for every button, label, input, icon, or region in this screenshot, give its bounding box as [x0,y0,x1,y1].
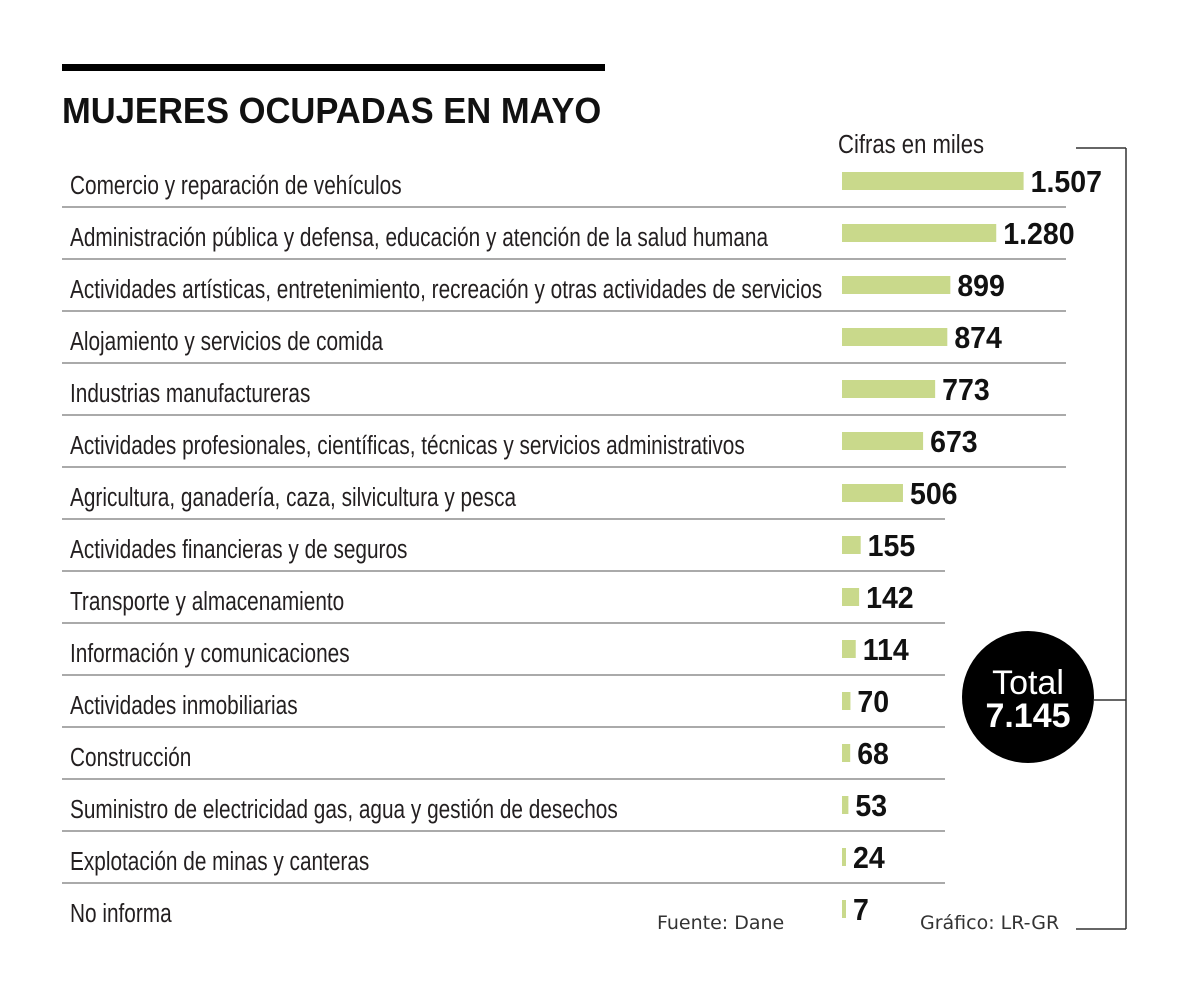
total-value: 7.145 [985,697,1070,735]
value-label: 506 [910,477,958,511]
value-label: 773 [942,373,990,407]
value-label: 874 [954,321,1002,355]
category-label: Información y comunicaciones [70,639,350,668]
category-label: Actividades inmobiliarias [70,691,298,720]
category-label: Actividades artísticas, entretenimiento,… [70,275,822,304]
total-badge: Total 7.145 [962,631,1094,763]
category-label: Industrias manufactureras [70,379,310,408]
value-label: 1.507 [1031,165,1102,199]
category-label: No informa [70,899,172,928]
total-label: Total [992,664,1064,702]
bar-row: Construcción 68 [62,737,945,780]
value-label: 899 [957,269,1005,303]
bar-row: Industrias manufactureras 773 [62,373,1066,416]
chart-title: MUJERES OCUPADAS EN MAYO [62,91,601,131]
bar-row: Transporte y almacenamiento 142 [62,581,945,624]
bar-row: Información y comunicaciones 114 [62,633,945,676]
category-label: Actividades financieras y de seguros [70,535,407,564]
value-label: 1.280 [1003,217,1074,251]
bar [842,692,851,710]
bar-row: Comercio y reparación de vehículos 1.507 [62,165,1102,208]
source-note: Fuente: Dane [657,912,784,934]
bar-row: Suministro de electricidad gas, agua y g… [62,789,945,832]
bar-row: Explotación de minas y canteras 24 [62,841,945,884]
category-label: Transporte y almacenamiento [70,587,344,616]
bar [842,432,924,450]
bar-row: No informa 7 [70,893,869,928]
bar [842,172,1024,190]
title-rule [62,64,605,71]
bar-row: Administración pública y defensa, educac… [62,217,1075,260]
bar [842,536,861,554]
bar [842,848,846,866]
bar-rows: Comercio y reparación de vehículos 1.507 A… [62,165,1102,928]
value-label: 68 [857,737,889,771]
bar [842,900,846,918]
bar-row: Actividades artísticas, entretenimiento,… [62,269,1066,312]
category-label: Explotación de minas y canteras [70,847,369,876]
category-label: Alojamiento y servicios de comida [70,327,384,356]
bar [842,640,856,658]
value-label: 114 [863,633,909,667]
bar-row: Actividades financieras y de seguros 155 [62,529,945,572]
bar-row: Actividades inmobiliarias 70 [62,685,945,728]
category-label: Actividades profesionales, científicas, … [70,431,745,460]
bar [842,588,860,606]
value-label: 7 [853,893,869,927]
bar-row: Alojamiento y servicios de comida 874 [62,321,1066,364]
bar [842,744,851,762]
bar-row: Agricultura, ganadería, caza, silvicultu… [62,477,958,520]
bracket [1076,147,1127,930]
bar [842,224,997,242]
bar [842,796,849,814]
value-label: 155 [868,529,916,563]
bar [842,484,903,502]
bar-row: Actividades profesionales, científicas, … [62,425,1066,468]
category-label: Suministro de electricidad gas, agua y g… [70,795,618,824]
bar [842,328,948,346]
value-label: 53 [855,789,887,823]
credit-note: Gráfico: LR-GR [920,912,1059,934]
value-label: 24 [853,841,885,875]
category-label: Construcción [70,743,191,772]
bar [842,276,951,294]
value-label: 673 [930,425,978,459]
category-label: Comercio y reparación de vehículos [70,171,402,200]
total-circle [962,631,1094,763]
category-label: Agricultura, ganadería, caza, silvicultu… [70,483,517,512]
bar [842,380,936,398]
unit-note: Cifras en miles [838,130,984,159]
value-label: 142 [866,581,914,615]
category-label: Administración pública y defensa, educac… [70,223,769,252]
value-label: 70 [857,685,889,719]
